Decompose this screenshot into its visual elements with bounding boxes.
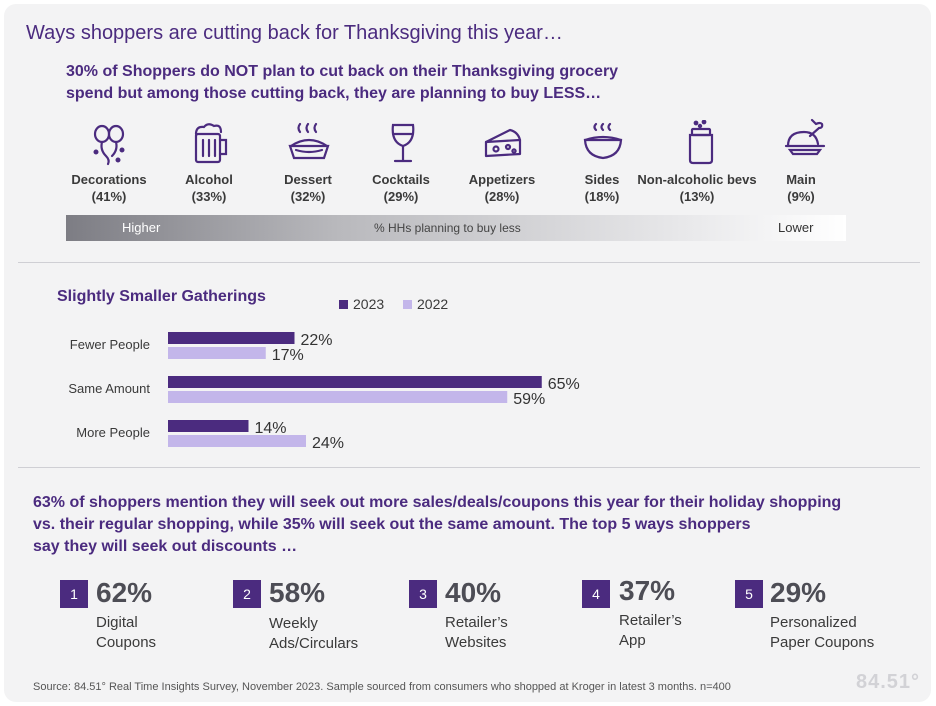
rank-label: Retailer’s App [619,611,682,651]
category-cocktails: Cocktails (29%) [346,171,456,205]
category-name: Sides [584,172,620,187]
category-name: Decorations [71,172,147,187]
cutback-summary-line-1: 30% of Shoppers do NOT plan to cut back … [66,63,619,80]
bowl-icon [580,120,626,166]
scale-lower-label: Lower [778,220,814,235]
rank-label-line: Retailer’s [445,614,508,631]
category-non-alcoholic-bevs: Non-alcoholic bevs (13%) [622,171,772,205]
chart-title: Slightly Smaller Gatherings [57,288,266,305]
category-main: Main (9%) [746,171,856,205]
cutback-summary: 30% of Shoppers do NOT plan to cut back … [66,61,726,105]
rank-percent: 58% [269,577,326,608]
data-label: 22% [301,332,333,349]
category-name: Non-alcoholic bevs [637,172,757,187]
rank-label-line: Retailer’s [619,612,682,629]
category-name: Main [786,172,816,187]
rank-badge: 1 [60,580,88,608]
data-label: 14% [255,420,287,437]
category-axis-label: More People [76,425,150,440]
balloons-icon [86,120,132,166]
category-name: Alcohol [185,172,233,187]
category-pct: (29%) [383,189,419,204]
rank-label: Personalized Paper Coupons [770,613,874,653]
category-decorations: Decorations (41%) [54,171,164,205]
category-axis-label: Same Amount [68,381,150,396]
category-dessert: Dessert (32%) [253,171,363,205]
source-note: Source: 84.51° Real Time Insights Survey… [33,681,731,693]
rank-badge: 5 [735,580,763,608]
beer-mug-icon [188,120,234,166]
brand-logo: 84.51° [856,671,921,693]
discount-summary-line-1: 63% of shoppers mention they will seek o… [33,494,842,511]
gathering-bar-chart: Fewer People 22%17% Same Amount 65%59% More … [68,332,580,452]
scale-center-label: % HHs planning to buy less [374,221,521,235]
infographic-card: Ways shoppers are cutting back for Thank… [4,4,931,702]
category-pct: (32%) [290,189,326,204]
rank-label: Retailer’s Websites [445,613,508,653]
rank-badge: 4 [582,580,610,608]
rank-label-line: Coupons [96,634,157,651]
intensity-scale-bar [66,215,846,241]
discount-summary-line-2: vs. their regular shopping, while 35% wi… [33,516,751,533]
discount-summary-line-3: say they will seek out discounts … [33,538,298,555]
rank-label-line: Personalized [770,614,857,631]
rank-label-line: Weekly [269,615,318,632]
rank-percent: 62% [96,577,153,608]
rank-label: Digital Coupons [96,613,156,653]
bar-2022 [168,347,266,359]
rank-badge: 2 [233,580,261,608]
legend-2023: 2023 [339,296,384,312]
data-label: 17% [272,347,304,364]
bar-2022 [168,391,508,403]
category-axis-label: Fewer People [70,337,150,352]
legend-label: 2022 [417,296,449,312]
rank-label-line: Paper Coupons [770,634,875,651]
rank-badge: 3 [409,580,437,608]
category-pct: (18%) [584,189,620,204]
category-sides: Sides (18%) [547,171,657,205]
rank-label-line: Ads/Circulars [269,635,359,652]
bar-2023 [168,376,542,388]
cheese-icon [480,120,526,166]
legend-label: 2023 [353,296,385,312]
jar-icon [678,119,724,166]
rank-label: Weekly Ads/Circulars [269,614,358,654]
data-label: 65% [548,376,580,393]
section-divider [18,467,920,468]
rank-percent: 37% [619,575,676,606]
legend-swatch-2022 [403,299,412,309]
data-label: 59% [513,391,545,408]
category-name: Dessert [284,172,332,187]
cutback-summary-line-2: spend but among those cutting back, they… [66,85,602,102]
category-pct: (9%) [787,189,815,204]
wine-glass-icon [380,120,426,166]
bar-2022 [168,435,306,447]
category-pct: (13%) [679,189,715,204]
category-name: Cocktails [372,172,430,187]
category-appetizers: Appetizers (28%) [447,171,557,205]
scale-higher-label: Higher [122,220,161,235]
data-label: 24% [312,435,344,452]
discount-summary: 63% of shoppers mention they will seek o… [33,492,923,558]
bar-2023 [168,332,295,344]
category-pct: (28%) [484,189,520,204]
rank-label-line: Websites [445,634,507,651]
legend-2022: 2022 [403,296,448,312]
rank-percent: 40% [445,577,502,608]
rank-label-line: Digital [96,614,138,631]
section-divider [18,262,920,263]
bar-2023 [168,420,249,432]
pie-icon [286,120,332,166]
turkey-icon [782,116,828,162]
page-title: Ways shoppers are cutting back for Thank… [26,22,563,44]
legend-swatch-2023 [339,299,348,309]
rank-label-line: App [619,632,646,649]
category-pct: (41%) [91,189,127,204]
category-alcohol: Alcohol (33%) [154,171,264,205]
category-name: Appetizers [468,172,536,187]
category-pct: (33%) [191,189,227,204]
rank-percent: 29% [770,577,827,608]
